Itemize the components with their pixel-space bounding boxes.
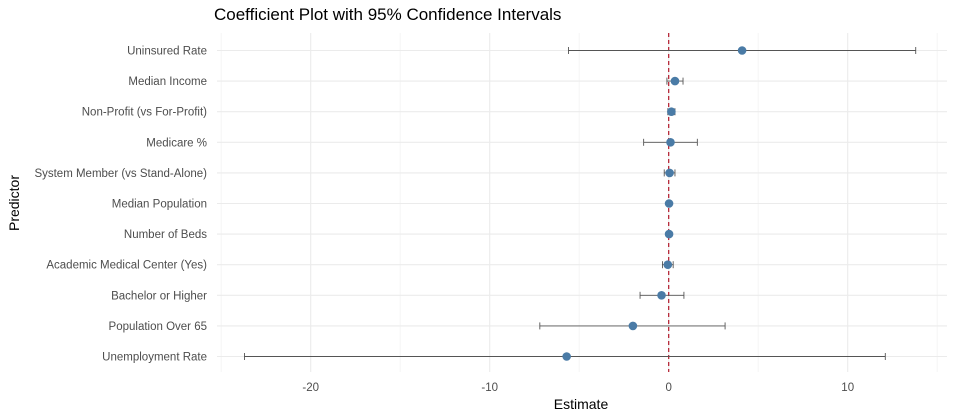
- estimate-point: [667, 107, 676, 116]
- y-tick-label: Median Income: [128, 76, 207, 88]
- estimate-point: [664, 229, 674, 239]
- estimate-point: [657, 291, 666, 300]
- x-tick-label: 10: [841, 382, 854, 394]
- grid-layer: [217, 33, 947, 372]
- point-layer: [562, 46, 747, 361]
- y-tick-label: Population Over 65: [109, 321, 207, 333]
- estimate-point: [562, 352, 571, 361]
- estimate-point: [666, 138, 675, 147]
- y-tick-label: Median Population: [112, 199, 207, 211]
- estimate-point: [628, 321, 638, 331]
- y-tick-label: Bachelor or Higher: [111, 290, 207, 302]
- estimate-point: [665, 168, 674, 178]
- y-tick-label: Medicare %: [146, 137, 207, 149]
- y-tick-label: Academic Medical Center (Yes): [46, 260, 207, 272]
- x-tick-label: -10: [481, 382, 498, 394]
- x-axis-title: Estimate: [554, 396, 609, 412]
- x-tick-labels: -20 -10 0 10: [302, 382, 854, 394]
- y-tick-label: Uninsured Rate: [127, 46, 207, 58]
- estimate-point: [663, 260, 673, 270]
- estimate-point: [737, 46, 747, 55]
- y-tick-label: Unemployment Rate: [102, 352, 207, 364]
- x-tick-label: 0: [665, 382, 671, 394]
- chart-title: Coefficient Plot with 95% Confidence Int…: [214, 5, 562, 24]
- y-tick-label: Non-Profit (vs For-Profit): [82, 107, 207, 119]
- y-tick-label: Number of Beds: [124, 229, 207, 241]
- y-tick-labels: Uninsured Rate Median Income Non-Profit (v…: [34, 46, 207, 364]
- estimate-point: [670, 76, 680, 86]
- x-tick-label: -20: [302, 382, 319, 394]
- y-axis-title: Predictor: [6, 175, 22, 231]
- estimate-point: [664, 199, 674, 208]
- y-tick-label: System Member (vs Stand-Alone): [34, 168, 207, 180]
